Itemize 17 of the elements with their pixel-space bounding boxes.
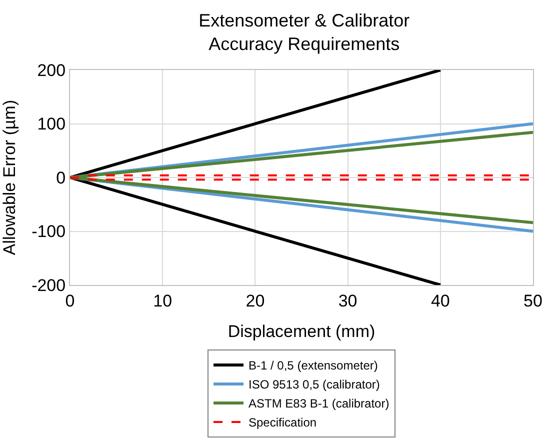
x-tick-label: 10: [153, 291, 172, 310]
x-tick-label: 40: [430, 291, 450, 310]
legend-label: ISO 9513 0,5 (calibrator): [248, 378, 380, 392]
y-tick-label: -100: [32, 222, 66, 242]
legend-label: Specification: [248, 416, 317, 430]
y-tick-label: 0: [56, 168, 66, 188]
legend-label: B-1 / 0,5 (extensometer): [248, 358, 378, 373]
x-axis-title: Displacement (mm): [228, 322, 376, 341]
x-tick-label: 30: [338, 291, 358, 310]
x-tick-label: 50: [524, 291, 542, 310]
y-tick-label: -200: [32, 276, 66, 295]
y-tick-label: 100: [37, 114, 66, 134]
x-tick-label: 20: [246, 291, 265, 310]
legend-label: ASTM E83 B-1 (calibrator): [248, 396, 390, 411]
y-axis-title: Allowable Error (µm): [0, 100, 19, 256]
y-tick-label: 200: [37, 60, 66, 80]
chart-title: Extensometer & Calibrator Accuracy Requirements: [198, 10, 410, 54]
